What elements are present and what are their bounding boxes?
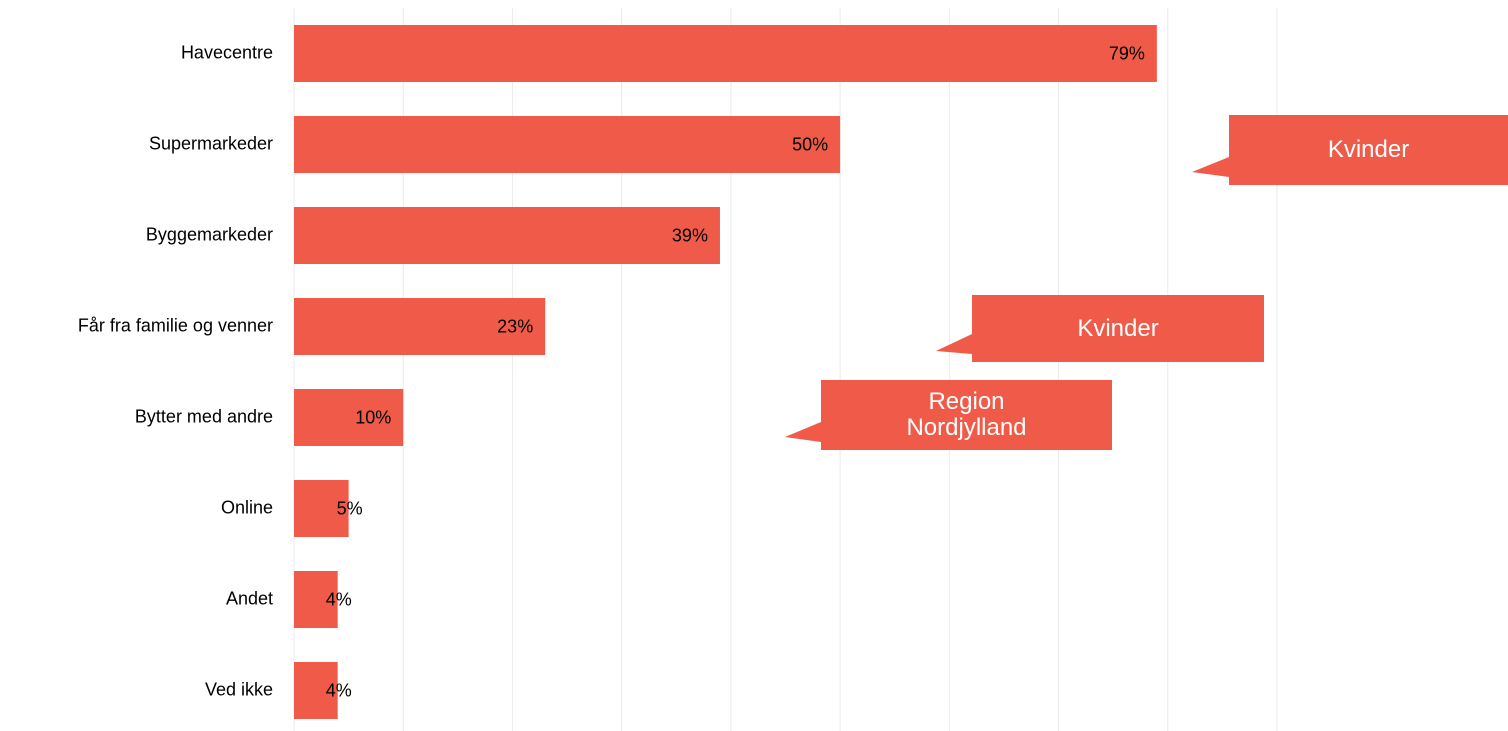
annotation: Kvinder bbox=[1327, 136, 1410, 163]
category-label: Online bbox=[221, 497, 273, 517]
category-label: Ved ikke bbox=[205, 679, 273, 699]
callout-shape bbox=[785, 380, 1112, 450]
category-label: Får fra familie og venner bbox=[78, 315, 273, 335]
callout-shape bbox=[1192, 115, 1508, 185]
annotation: Region Nordjylland bbox=[906, 388, 1027, 441]
value-label: 5% bbox=[337, 498, 363, 518]
value-label: 4% bbox=[326, 680, 352, 700]
bar bbox=[294, 298, 546, 355]
value-label: 39% bbox=[672, 225, 708, 245]
value-label: 50% bbox=[792, 134, 828, 154]
value-label: 10% bbox=[355, 407, 391, 427]
bar bbox=[294, 571, 338, 628]
bar bbox=[294, 389, 404, 446]
bar bbox=[294, 116, 841, 173]
callout-shape bbox=[936, 295, 1264, 362]
category-label: Byggemarkeder bbox=[146, 224, 273, 244]
value-label: 23% bbox=[497, 316, 533, 336]
bar bbox=[294, 480, 349, 537]
value-label: 79% bbox=[1109, 43, 1145, 63]
category-label: Bytter med andre bbox=[135, 406, 273, 426]
category-label: Havecentre bbox=[181, 42, 273, 62]
category-label: Andet bbox=[226, 588, 273, 608]
bar bbox=[294, 25, 1157, 82]
value-label: 4% bbox=[326, 589, 352, 609]
bar bbox=[294, 207, 720, 264]
bar bbox=[294, 662, 338, 719]
category-label: Supermarkeder bbox=[149, 133, 273, 153]
annotation: Kvinder bbox=[1077, 314, 1159, 342]
